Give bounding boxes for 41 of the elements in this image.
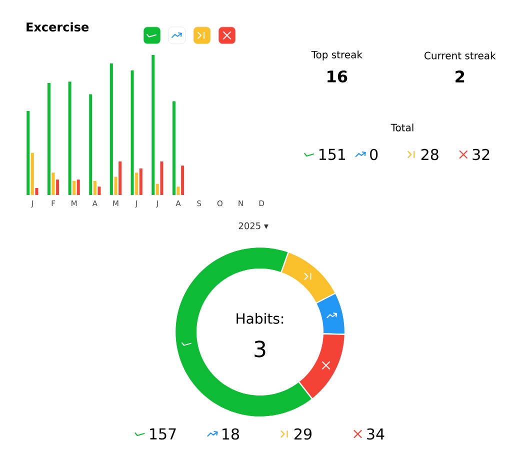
bar [76,180,80,195]
text: 2 [456,70,464,82]
bar [114,176,118,195]
data-label: 34 [367,428,384,440]
bar [139,168,142,195]
bar [47,82,50,195]
data-label: 151 [319,148,346,160]
bar [181,166,184,195]
text: 2025 ▾ [238,222,268,230]
data-label: 32 [472,148,490,160]
bar [160,161,164,195]
text: Habits: [236,312,284,324]
text: 3 [254,340,266,358]
bar [176,186,180,195]
bar [35,188,38,195]
bar [110,63,113,195]
bar [118,161,122,195]
bar [52,172,55,195]
bar [26,110,30,195]
bar [68,82,72,195]
bar [130,70,134,195]
bar [89,94,92,195]
bar [56,180,60,195]
bar [98,186,101,195]
text: Top streak [311,50,362,60]
bar [72,180,76,195]
bar [93,180,96,195]
data-label: 29 [294,428,312,440]
data-label: 0 [370,148,378,160]
text: 16 [328,70,348,83]
bar [156,184,159,195]
data-label: 28 [421,148,438,160]
data-label: 157 [150,428,176,440]
bar [172,101,176,195]
text: Current streak [424,52,496,60]
bar [30,152,34,195]
bar [135,172,138,195]
text: Total [390,124,414,132]
chart-title: Excercise [26,22,89,32]
bar [152,54,155,195]
data-label: 18 [222,428,240,440]
